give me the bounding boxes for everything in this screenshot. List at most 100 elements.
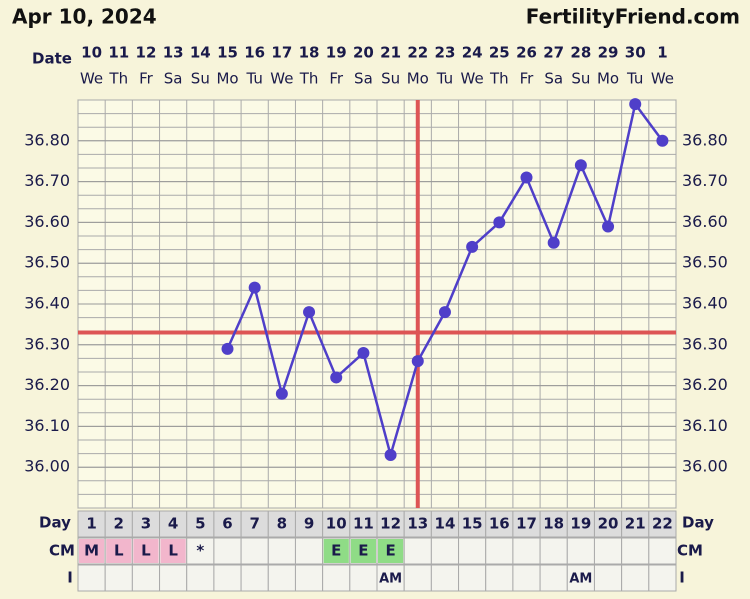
row-cell — [104, 564, 133, 592]
date: 19 — [326, 44, 347, 62]
row-cell — [376, 510, 405, 538]
row-cell — [621, 564, 650, 592]
row-cell — [566, 564, 595, 592]
weekday: Fr — [329, 70, 344, 88]
row-cell — [648, 510, 677, 538]
weekday: Su — [571, 70, 590, 88]
temperature-point — [384, 448, 397, 461]
y-tick-label: 36.40 — [682, 294, 728, 313]
date-label: Date — [32, 50, 72, 68]
cm-value: E — [331, 542, 341, 560]
date: 24 — [462, 44, 483, 62]
cm-value: M — [84, 542, 99, 560]
weekday: Sa — [164, 70, 183, 88]
weekday: Fr — [139, 70, 154, 88]
date: 12 — [136, 44, 157, 62]
weekday: We — [80, 70, 103, 88]
row-cell — [566, 510, 595, 538]
intercourse-value: AM — [569, 572, 592, 587]
row-cell — [267, 510, 296, 538]
row-cell — [539, 537, 568, 565]
y-tick-label: 36.40 — [24, 294, 70, 313]
weekday: Th — [108, 70, 128, 88]
temperature-point — [493, 216, 506, 229]
row-cell — [376, 564, 405, 592]
row-cell — [430, 537, 460, 565]
row-cell — [485, 564, 514, 592]
row-cell — [294, 564, 324, 592]
temperature-point — [466, 240, 479, 253]
row-cell — [267, 564, 296, 592]
day-number: 13 — [407, 515, 428, 533]
day-number: 19 — [570, 515, 591, 533]
row-cell — [593, 564, 623, 592]
y-tick-label: 36.30 — [24, 334, 70, 353]
date: 23 — [435, 44, 456, 62]
temperature-point — [438, 306, 451, 319]
temperature-point — [221, 342, 234, 355]
temperature-point — [547, 236, 560, 249]
day-number: 9 — [304, 515, 314, 533]
day-number: 18 — [543, 515, 564, 533]
chart-title: Apr 10, 2024 — [12, 5, 157, 29]
cm-cell — [378, 539, 404, 563]
y-tick-label: 36.60 — [682, 212, 728, 231]
date: 13 — [163, 44, 184, 62]
weekday: Mo — [407, 70, 429, 88]
cm-value: E — [385, 542, 395, 560]
weekday: We — [461, 70, 484, 88]
weekday: Sa — [354, 70, 373, 88]
row-cell — [349, 564, 378, 592]
row-cell — [430, 510, 460, 538]
cm-cell — [350, 539, 376, 563]
row-cell — [539, 510, 568, 538]
day-number: 1 — [86, 515, 96, 533]
cm-value: L — [114, 542, 124, 560]
i-label: I — [679, 569, 685, 587]
weekday: Su — [381, 70, 400, 88]
intercourse-value: AM — [379, 572, 402, 587]
y-tick-label: 36.80 — [682, 130, 728, 149]
day-number: 2 — [114, 515, 124, 533]
row-cell — [485, 537, 514, 565]
cm-label: CM — [49, 542, 75, 560]
weekday: Mo — [216, 70, 238, 88]
temperature-point — [303, 306, 316, 319]
y-tick-label: 36.50 — [682, 253, 728, 272]
y-tick-label: 36.60 — [24, 212, 70, 231]
weekday: We — [270, 70, 293, 88]
weekday: Th — [299, 70, 319, 88]
cm-cell — [323, 539, 349, 563]
row-cell — [403, 537, 432, 565]
row-cell — [621, 537, 650, 565]
weekday: Th — [489, 70, 509, 88]
y-tick-label: 36.00 — [24, 457, 70, 476]
date: 11 — [108, 44, 129, 62]
row-cell — [267, 537, 296, 565]
row-cell — [186, 510, 215, 538]
row-cell — [159, 510, 188, 538]
cm-cell — [79, 539, 105, 563]
day-number: 11 — [353, 515, 374, 533]
temperature-point — [357, 346, 370, 359]
row-cell — [430, 564, 460, 592]
site-name: FertilityFriend.com — [526, 5, 740, 29]
weekday: Tu — [436, 70, 453, 88]
date: 10 — [81, 44, 102, 62]
day-number: 16 — [489, 515, 510, 533]
row-cell — [539, 564, 568, 592]
temperature-point — [248, 281, 261, 294]
row-cell — [593, 510, 623, 538]
row-cell — [159, 564, 188, 592]
y-tick-label: 36.80 — [24, 130, 70, 149]
date: 25 — [489, 44, 510, 62]
temperature-point — [330, 371, 343, 384]
y-tick-label: 36.70 — [682, 171, 728, 190]
row-cell — [131, 564, 161, 592]
row-cell — [593, 537, 623, 565]
day-number: 4 — [168, 515, 178, 533]
day-number: 3 — [141, 515, 151, 533]
weekday: Tu — [626, 70, 643, 88]
row-cell — [621, 510, 650, 538]
row-cell — [213, 564, 242, 592]
